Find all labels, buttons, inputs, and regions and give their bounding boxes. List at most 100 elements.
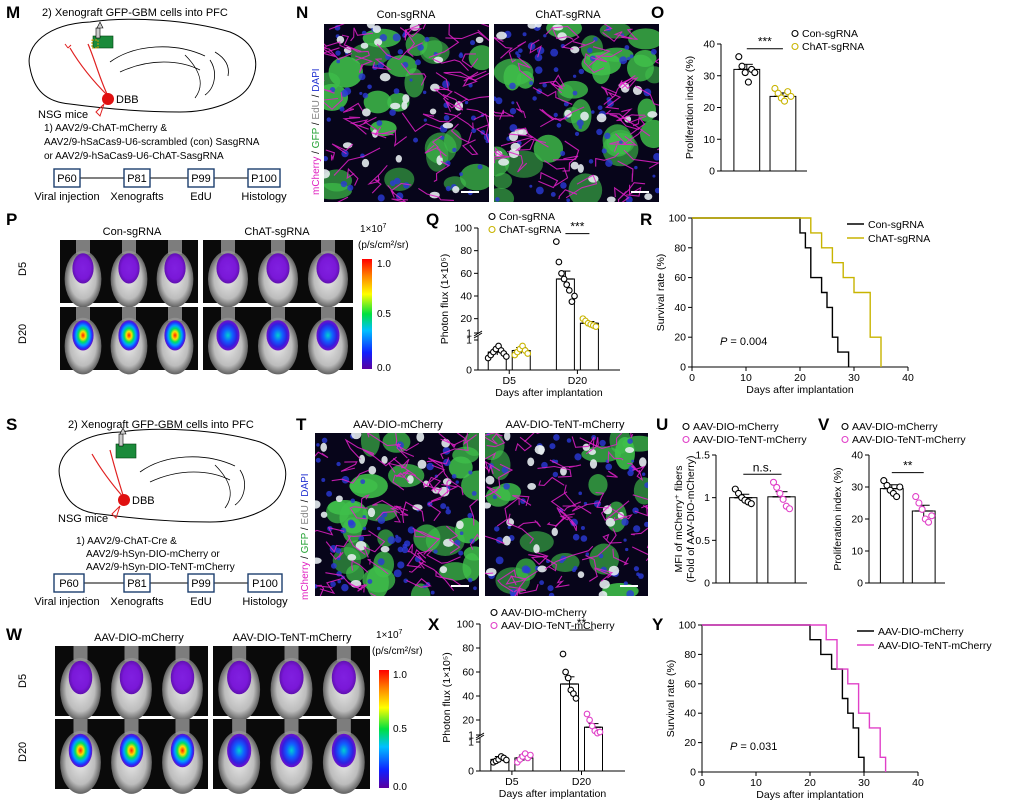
edu-nucleus [430,83,440,92]
mcherry-fiber [588,433,623,449]
y-tick-label: 1 [466,328,472,340]
mcherry-fiber [539,108,567,121]
dapi-nucleus [638,573,644,579]
edu-nucleus [416,433,425,442]
chart-r: 0 20 40 60 80 100 0 10 20 30 40 Days after implanta… [655,213,930,397]
mcherry-fiber [367,558,389,575]
mcherry-fiber [355,55,374,73]
mcherry-fiber [358,122,382,136]
edu-nucleus [625,446,635,454]
panel-y: Y 0 20 40 60 80 100 0 10 20 30 40 Days after implan… [652,615,992,801]
dapi-nucleus [467,512,473,519]
edu-nucleus [502,535,511,546]
x-tick-label: D20 [572,776,591,788]
dapi-nucleus [522,32,527,37]
dapi-nucleus [443,115,450,121]
edu-nucleus [436,155,443,166]
mcherry-fiber [446,525,461,554]
edu-nucleus [535,24,542,28]
edu-nucleus [596,113,607,123]
mcherry-fiber [634,504,648,517]
dapi-nucleus [470,40,476,46]
dapi-nucleus [633,525,641,533]
luminescence-signal [164,253,186,284]
mcherry-fiber [544,545,594,570]
edu-nucleus [361,158,370,168]
mcherry-fiber [632,494,648,509]
dapi-nucleus [387,536,396,545]
y-tick-label: 20 [462,715,474,727]
dapi-nucleus [385,53,392,60]
y-tick-label: 80 [684,649,696,661]
edu-nucleus [518,129,528,136]
dapi-nucleus [377,194,385,202]
dapi-nucleus [621,518,629,526]
luminescence-signal [227,733,252,768]
gfp-cell [324,182,352,200]
y-tick-label: 1 [468,730,474,742]
mcherry-fiber [581,528,617,561]
nose-cone [232,646,247,662]
mcherry-fiber [463,70,487,82]
dapi-nucleus [430,590,435,595]
mcherry-fiber [329,551,344,560]
mcherry-fiber [418,187,454,201]
dapi-nucleus [367,579,373,584]
mcherry-fiber [626,184,642,197]
mcherry-fiber [469,498,479,526]
mcherry-fiber [572,40,596,49]
mcherry-fiber [552,140,580,161]
dapi-nucleus [548,592,555,596]
edu-nucleus [533,544,540,554]
dapi-nucleus [321,437,328,444]
dapi-nucleus [623,538,627,542]
edu-nucleus [412,504,423,511]
dapi-nucleus [446,506,450,510]
chart-y: 0 20 40 60 80 100 0 10 20 30 40 Days after implanta… [665,620,992,802]
gfp-cell [519,531,554,553]
data-point [751,69,759,77]
edu-nucleus [401,101,408,110]
dapi-nucleus [580,535,588,542]
mcherry-fiber [315,526,345,536]
nose-cone [175,719,190,735]
mcherry-fiber [591,49,623,63]
dapi-nucleus [336,59,341,64]
y-axis-label: Photon flux (1×10⁵) [441,652,453,742]
legend-marker [488,212,496,221]
gfp-cell [346,564,365,583]
gfp-cell [494,172,513,189]
mcherry-fiber [602,31,633,43]
colorbar-tick: 0.0 [377,363,391,374]
imaging-title: AAV-DIO-mCherry [94,632,184,644]
panel-label: Y [652,615,664,634]
dapi-nucleus [650,48,657,55]
mcherry-fiber [562,155,579,172]
dapi-nucleus [455,480,459,484]
mcherry-fiber [617,199,620,202]
dapi-nucleus [572,90,578,96]
gfp-cell [386,54,417,78]
dapi-nucleus [315,457,321,463]
legend-marker [490,621,498,630]
luminescence-signal [316,253,340,284]
p-value: P = 0.031 [730,741,777,753]
edu-nucleus [452,186,460,194]
edu-nucleus [381,456,388,464]
y-tick-label: 40 [703,39,715,51]
legend-label: AAV-DIO-mCherry [878,626,964,638]
stain-dapi: DAPI [311,68,322,91]
timeline-p60: P60 [59,578,79,590]
dapi-nucleus [518,48,523,53]
data-point [918,505,926,513]
timeline-p60: P60 [57,173,77,185]
dapi-nucleus [623,581,628,586]
dapi-nucleus [440,503,447,510]
mcherry-fiber [485,433,498,445]
x-tick-label: D5 [505,776,519,788]
data-point [572,695,580,702]
mcherry-fiber [438,433,456,449]
mcherry-fiber [349,506,368,520]
bioluminescence-images [60,240,353,375]
timeline-label: Xenografts [110,191,164,203]
